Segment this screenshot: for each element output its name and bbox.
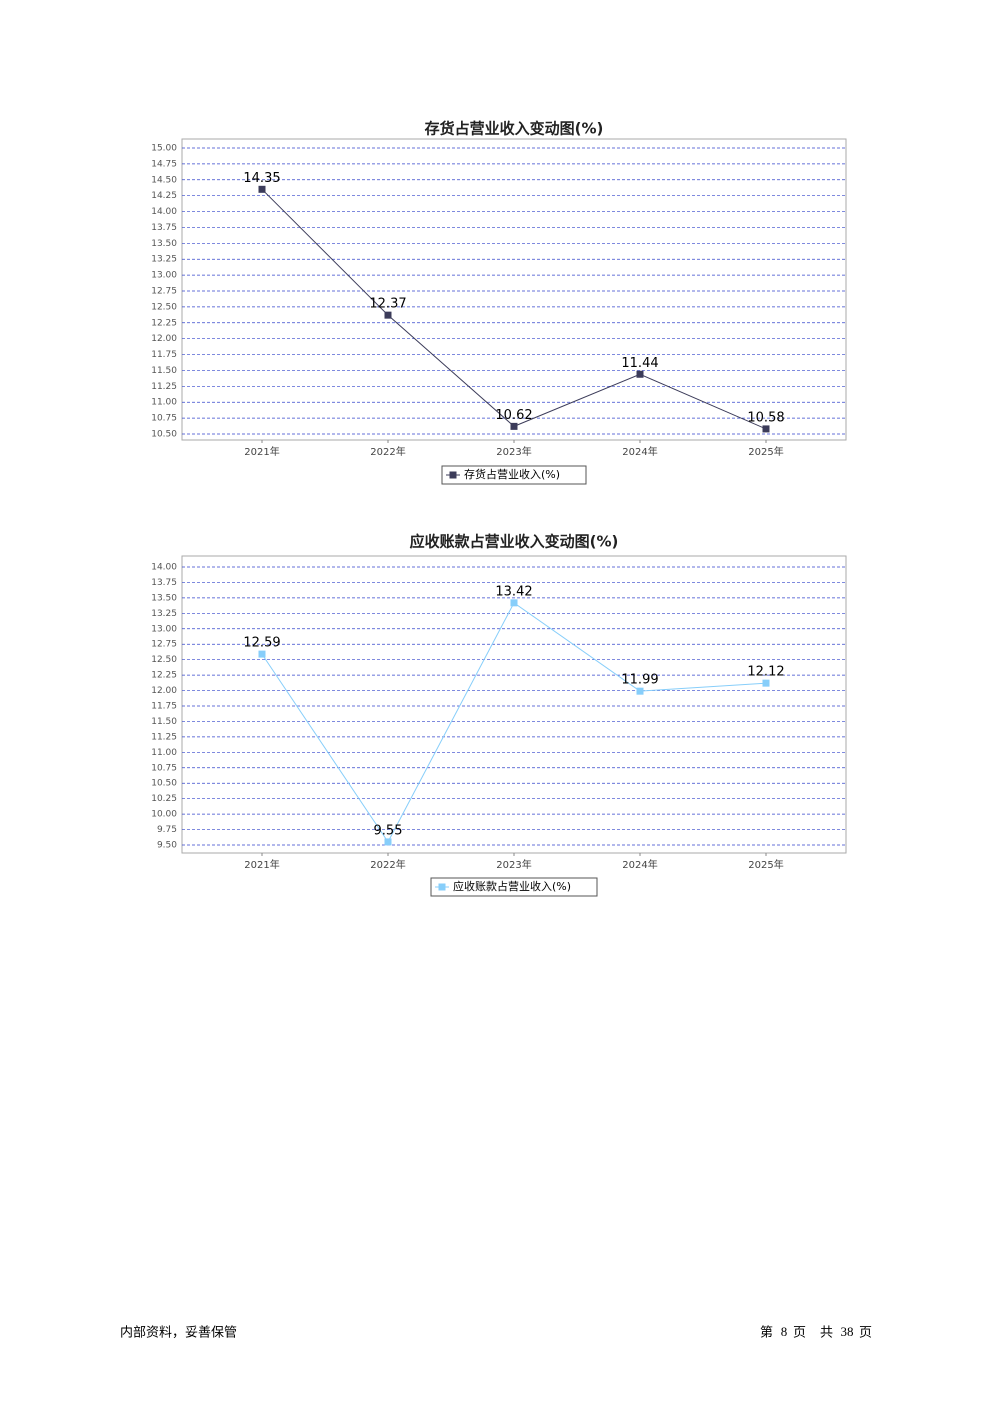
data-label: 11.99 — [621, 673, 658, 688]
x-tick-label: 2023年 — [496, 858, 531, 871]
data-point — [762, 425, 770, 433]
legend-marker — [449, 471, 457, 479]
y-tick-label: 10.50 — [151, 779, 177, 789]
y-tick-label: 11.25 — [151, 732, 177, 742]
data-label: 10.62 — [495, 408, 532, 423]
y-tick-label: 13.00 — [151, 271, 177, 281]
x-tick-label: 2024年 — [622, 858, 657, 871]
data-point — [258, 650, 266, 658]
y-tick-label: 10.25 — [151, 794, 177, 804]
chart-title: 存货占营业收入变动图(%) — [425, 120, 604, 138]
footer-left: 内部资料，妥善保管 — [120, 1325, 237, 1341]
footer-total-prefix: 共 — [820, 1326, 833, 1341]
data-point — [384, 838, 392, 846]
data-point — [384, 311, 392, 319]
x-tick-label: 2021年 — [244, 858, 279, 871]
chart-title: 应收账款占营业收入变动图(%) — [410, 533, 619, 551]
y-tick-label: 10.75 — [151, 763, 177, 773]
y-tick-label: 12.75 — [151, 640, 177, 650]
y-tick-label: 12.00 — [151, 686, 177, 696]
y-tick-label: 12.50 — [151, 655, 177, 665]
data-label: 11.44 — [621, 356, 658, 371]
footer-page: 8 — [781, 1324, 788, 1339]
y-tick-label: 13.00 — [151, 624, 177, 634]
legend-label: 存货占营业收入(%) — [464, 467, 560, 481]
plot-frame — [181, 138, 847, 441]
data-point — [510, 422, 518, 430]
x-tick-label: 2023年 — [496, 445, 531, 458]
data-label: 9.55 — [374, 823, 403, 838]
y-tick-label: 14.00 — [151, 207, 177, 217]
y-tick-label: 13.50 — [151, 593, 177, 603]
x-tick-label: 2025年 — [748, 445, 783, 458]
footer-page-suffix: 页 — [793, 1326, 806, 1341]
y-tick-label: 10.00 — [151, 810, 177, 820]
y-tick-label: 13.50 — [151, 239, 177, 249]
x-tick-label: 2025年 — [748, 858, 783, 871]
y-tick-label: 12.50 — [151, 302, 177, 312]
y-tick-label: 14.75 — [151, 159, 177, 169]
data-point — [258, 185, 266, 193]
x-tick-label: 2022年 — [370, 445, 405, 458]
footer-total: 38 — [841, 1324, 854, 1339]
data-label: 12.12 — [747, 665, 784, 680]
footer-total-suffix: 页 — [859, 1326, 872, 1341]
y-tick-label: 9.75 — [157, 825, 177, 835]
series-line — [261, 602, 767, 843]
y-tick-label: 10.75 — [151, 414, 177, 424]
legend-marker — [438, 883, 446, 891]
y-tick-label: 11.50 — [151, 717, 177, 727]
y-tick-label: 12.00 — [151, 334, 177, 344]
y-tick-label: 11.00 — [151, 398, 177, 408]
y-tick-label: 11.75 — [151, 350, 177, 360]
y-tick-label: 14.50 — [151, 175, 177, 185]
y-tick-label: 12.75 — [151, 287, 177, 297]
legend-label: 应收账款占营业收入(%) — [453, 879, 571, 893]
data-point — [636, 370, 644, 378]
data-label: 12.59 — [243, 636, 280, 651]
y-tick-label: 10.50 — [151, 430, 177, 440]
y-tick-label: 11.75 — [151, 702, 177, 712]
y-tick-label: 13.25 — [151, 255, 177, 265]
y-tick-label: 12.25 — [151, 318, 177, 328]
data-label: 10.58 — [747, 410, 784, 425]
series-line — [261, 188, 767, 430]
data-label: 14.35 — [243, 171, 280, 186]
y-tick-label: 12.25 — [151, 671, 177, 681]
data-point — [636, 687, 644, 695]
y-tick-label: 14.25 — [151, 191, 177, 201]
data-point — [762, 679, 770, 687]
y-tick-label: 15.00 — [151, 144, 177, 154]
y-tick-label: 11.25 — [151, 382, 177, 392]
data-point — [510, 599, 518, 607]
y-tick-label: 13.75 — [151, 578, 177, 588]
y-tick-label: 11.50 — [151, 366, 177, 376]
y-tick-label: 11.00 — [151, 748, 177, 758]
legend-box — [430, 877, 598, 897]
footer-page-prefix: 第 — [760, 1326, 773, 1341]
y-tick-label: 9.50 — [157, 841, 177, 851]
x-tick-label: 2024年 — [622, 445, 657, 458]
y-tick-label: 13.25 — [151, 609, 177, 619]
y-tick-label: 14.00 — [151, 563, 177, 573]
legend-box — [441, 465, 587, 485]
data-label: 13.42 — [495, 584, 532, 599]
x-tick-label: 2022年 — [370, 858, 405, 871]
x-tick-label: 2021年 — [244, 445, 279, 458]
data-label: 12.37 — [369, 297, 406, 312]
y-tick-label: 13.75 — [151, 223, 177, 233]
